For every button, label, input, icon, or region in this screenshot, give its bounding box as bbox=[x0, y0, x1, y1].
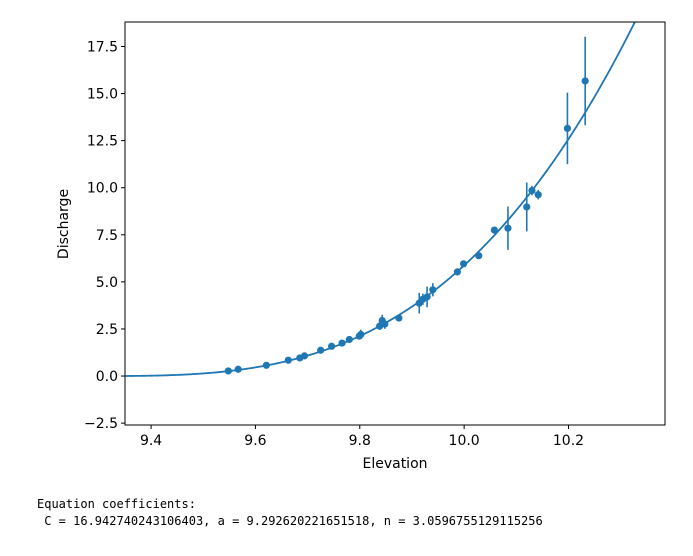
x-tick-label-2: 9.8 bbox=[349, 433, 371, 449]
data-point-11 bbox=[357, 330, 365, 339]
x-tick-label-3: 10.0 bbox=[449, 433, 480, 449]
y-tick-label-7: 15.0 bbox=[87, 87, 118, 103]
x-tick-label-1: 9.6 bbox=[244, 433, 266, 449]
data-point-1 bbox=[234, 365, 242, 373]
equation-coefficients-values: C = 16.942740243106403, a = 9.2926202216… bbox=[37, 514, 543, 528]
x-tick-label-4: 10.2 bbox=[553, 433, 584, 449]
data-point-27 bbox=[534, 191, 542, 199]
y-tick-label-2: 2.5 bbox=[96, 322, 118, 338]
y-tick-label-4: 7.5 bbox=[96, 228, 118, 244]
data-point-15 bbox=[395, 314, 403, 322]
data-point-3 bbox=[284, 356, 292, 364]
data-points-layer bbox=[224, 77, 589, 375]
data-point-18 bbox=[423, 293, 431, 301]
y-tick-label-3: 5.0 bbox=[96, 275, 118, 291]
data-point-2 bbox=[262, 361, 270, 369]
y-tick-label-6: 12.5 bbox=[87, 134, 118, 150]
discharge-elevation-chart: 9.4 9.6 9.8 10.0 10.2 −2.5 0.0 2.5 5.0 7.5 10.0 12… bbox=[56, 21, 666, 472]
data-point-26 bbox=[528, 186, 536, 195]
y-axis-ticks: −2.5 0.0 2.5 5.0 7.5 10.0 12.5 15.0 17.5 bbox=[84, 39, 125, 432]
data-point-8 bbox=[338, 339, 346, 347]
data-point-6 bbox=[317, 346, 325, 354]
y-tick-label-5: 10.0 bbox=[87, 181, 118, 197]
y-tick-label-8: 17.5 bbox=[87, 39, 118, 55]
error-bars-layer bbox=[360, 36, 586, 340]
y-tick-label-0: −2.5 bbox=[84, 416, 118, 432]
plot-frame bbox=[124, 21, 666, 426]
x-axis-ticks: 9.4 9.6 9.8 10.0 10.2 bbox=[140, 425, 584, 449]
data-point-24 bbox=[504, 224, 512, 232]
data-point-28 bbox=[563, 124, 572, 132]
data-point-19 bbox=[429, 286, 437, 294]
y-tick-label-1: 0.0 bbox=[96, 369, 118, 385]
x-axis-label: Elevation bbox=[362, 456, 427, 472]
data-point-0 bbox=[224, 367, 232, 375]
data-point-7 bbox=[328, 342, 336, 350]
data-point-20 bbox=[453, 268, 461, 276]
data-point-22 bbox=[475, 252, 483, 260]
data-point-23 bbox=[490, 226, 498, 234]
equation-coefficients-heading: Equation coefficients: bbox=[37, 497, 196, 511]
data-point-29 bbox=[581, 77, 589, 85]
data-point-25 bbox=[523, 203, 531, 211]
data-point-21 bbox=[460, 260, 468, 268]
data-point-14 bbox=[381, 320, 389, 328]
data-point-9 bbox=[345, 335, 353, 344]
data-point-5 bbox=[300, 352, 309, 360]
y-axis-label: Discharge bbox=[56, 189, 72, 259]
x-tick-label-0: 9.4 bbox=[140, 433, 162, 449]
